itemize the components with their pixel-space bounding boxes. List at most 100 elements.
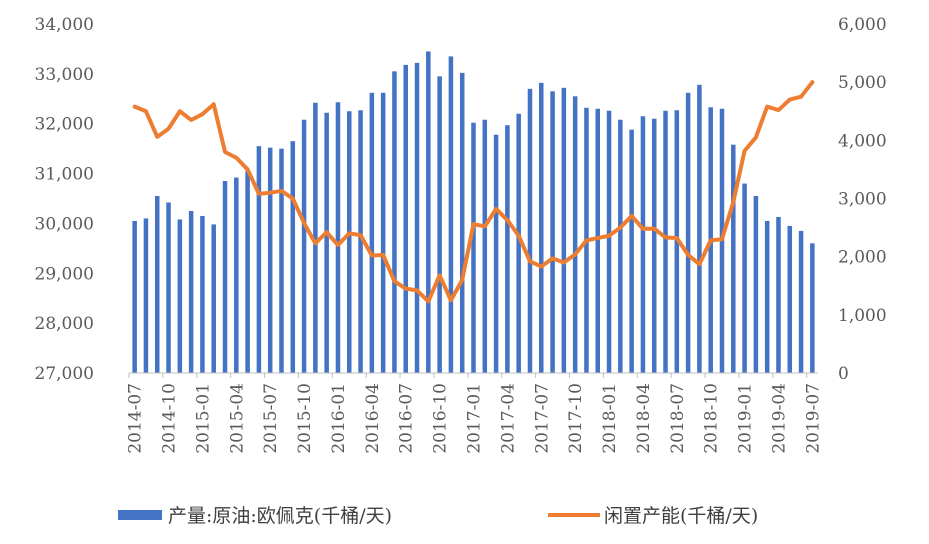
x-axis-tick-label: 2015-04 bbox=[227, 383, 247, 454]
production-bar bbox=[392, 71, 397, 374]
legend-bar-swatch bbox=[118, 510, 162, 520]
x-axis-tick-label: 2017-01 bbox=[465, 383, 485, 454]
production-bar bbox=[347, 111, 352, 373]
production-bar bbox=[426, 51, 431, 374]
x-axis-tick-label: 2017-07 bbox=[532, 383, 552, 454]
right-axis-tick-label: 5,000 bbox=[838, 73, 887, 93]
x-axis-tick-label: 2018-04 bbox=[634, 383, 654, 454]
production-bar bbox=[177, 219, 183, 373]
production-bar bbox=[539, 82, 544, 373]
production-bar bbox=[753, 196, 759, 373]
production-bar bbox=[154, 196, 160, 373]
right-axis-ticks: 0 1,000 2,000 3,000 4,000 5,000 6,000 bbox=[838, 15, 887, 384]
x-axis-tick-label: 2019-01 bbox=[736, 383, 756, 454]
production-bar bbox=[166, 202, 171, 373]
production-bar bbox=[380, 92, 386, 374]
production-bar bbox=[629, 129, 634, 373]
production-bar bbox=[448, 56, 454, 373]
production-bar bbox=[222, 181, 228, 373]
x-axis-tick-label: 2016-10 bbox=[431, 383, 451, 454]
production-bar bbox=[132, 220, 137, 373]
production-bar bbox=[618, 119, 623, 373]
axes bbox=[128, 372, 818, 378]
right-axis-tick-label: 6,000 bbox=[838, 15, 887, 35]
production-bar bbox=[606, 110, 612, 373]
production-bar bbox=[550, 91, 555, 373]
x-axis-tick-label: 2014-10 bbox=[160, 383, 180, 454]
production-bar bbox=[459, 72, 465, 374]
spare-capacity-line bbox=[132, 80, 815, 304]
production-bar bbox=[290, 141, 296, 373]
production-bar bbox=[234, 177, 239, 373]
production-bar bbox=[651, 118, 657, 373]
production-bar bbox=[301, 119, 307, 373]
production-bar bbox=[787, 225, 793, 373]
left-axis-tick-label: 33,000 bbox=[35, 65, 94, 85]
production-bar bbox=[200, 215, 205, 373]
production-bar bbox=[663, 110, 668, 373]
right-axis-tick-label: 4,000 bbox=[838, 131, 887, 151]
legend: 产量:原油:欧佩克(千桶/天) 闲置产能(千桶/天) bbox=[118, 505, 758, 527]
production-bar bbox=[369, 92, 375, 374]
production-bar bbox=[437, 76, 442, 373]
x-axis-tick-label: 2017-10 bbox=[566, 383, 586, 454]
left-axis-tick-label: 32,000 bbox=[35, 115, 94, 135]
x-axis-tick-label: 2019-04 bbox=[770, 383, 790, 454]
x-axis-tick-label: 2015-07 bbox=[261, 383, 281, 454]
production-bar bbox=[493, 134, 499, 373]
production-bar bbox=[188, 210, 194, 373]
right-axis-tick-label: 3,000 bbox=[838, 190, 887, 210]
production-bar bbox=[414, 62, 420, 373]
production-bar bbox=[572, 96, 578, 373]
x-axis-tick-label: 2016-04 bbox=[363, 383, 383, 454]
left-axis-tick-label: 30,000 bbox=[35, 214, 94, 234]
x-axis-tick-label: 2016-01 bbox=[329, 383, 349, 454]
production-bar bbox=[505, 125, 510, 374]
production-bar bbox=[471, 122, 476, 373]
production-bar bbox=[482, 119, 488, 373]
production-bar bbox=[256, 146, 262, 373]
left-axis-tick-label: 28,000 bbox=[35, 314, 94, 334]
right-axis-tick-label: 2,000 bbox=[838, 248, 887, 268]
production-bars bbox=[132, 51, 815, 374]
left-axis-ticks: 27,000 28,000 29,000 30,000 31,000 32,000 33,0… bbox=[35, 15, 94, 384]
x-axis-tick-label: 2018-01 bbox=[600, 383, 620, 454]
right-axis-tick-label: 0 bbox=[838, 364, 849, 384]
production-bar bbox=[245, 171, 250, 373]
left-axis-tick-label: 29,000 bbox=[35, 264, 94, 284]
x-axis-tick-label: 2014-07 bbox=[126, 383, 146, 454]
production-bar bbox=[313, 102, 318, 374]
production-bar bbox=[324, 112, 329, 373]
production-bar bbox=[527, 88, 533, 373]
left-axis-tick-label: 34,000 bbox=[35, 15, 94, 35]
legend-line-label: 闲置产能(千桶/天) bbox=[604, 505, 758, 527]
x-axis-tick-label: 2018-07 bbox=[668, 383, 688, 454]
production-bar bbox=[798, 230, 804, 373]
production-bar bbox=[776, 216, 781, 373]
production-bar bbox=[685, 92, 691, 374]
production-bar bbox=[561, 87, 567, 373]
production-bar bbox=[267, 147, 273, 373]
production-bar bbox=[731, 144, 736, 373]
production-bar bbox=[516, 113, 521, 374]
production-bar bbox=[764, 220, 770, 373]
production-bar bbox=[595, 108, 601, 373]
left-axis-tick-label: 27,000 bbox=[35, 364, 94, 384]
x-axis-ticks: 2014-07 2014-10 2015-01 2015-04 2015-07 2015-… bbox=[126, 383, 824, 454]
x-axis-tick-label: 2017-04 bbox=[498, 383, 518, 454]
x-axis-tick-label: 2019-07 bbox=[803, 383, 823, 454]
x-axis-tick-label: 2018-10 bbox=[702, 383, 722, 454]
production-bar bbox=[742, 183, 747, 373]
production-bar bbox=[335, 102, 341, 373]
x-axis-tick-label: 2015-01 bbox=[193, 383, 213, 454]
left-axis-tick-label: 31,000 bbox=[35, 165, 94, 185]
production-bar bbox=[211, 224, 216, 373]
right-axis-tick-label: 1,000 bbox=[838, 306, 887, 326]
production-bar bbox=[279, 148, 284, 373]
spare-capacity-line-layer bbox=[132, 80, 815, 304]
production-bar bbox=[358, 110, 363, 373]
production-bar bbox=[403, 64, 408, 373]
x-axis-tick-label: 2015-10 bbox=[295, 383, 315, 454]
